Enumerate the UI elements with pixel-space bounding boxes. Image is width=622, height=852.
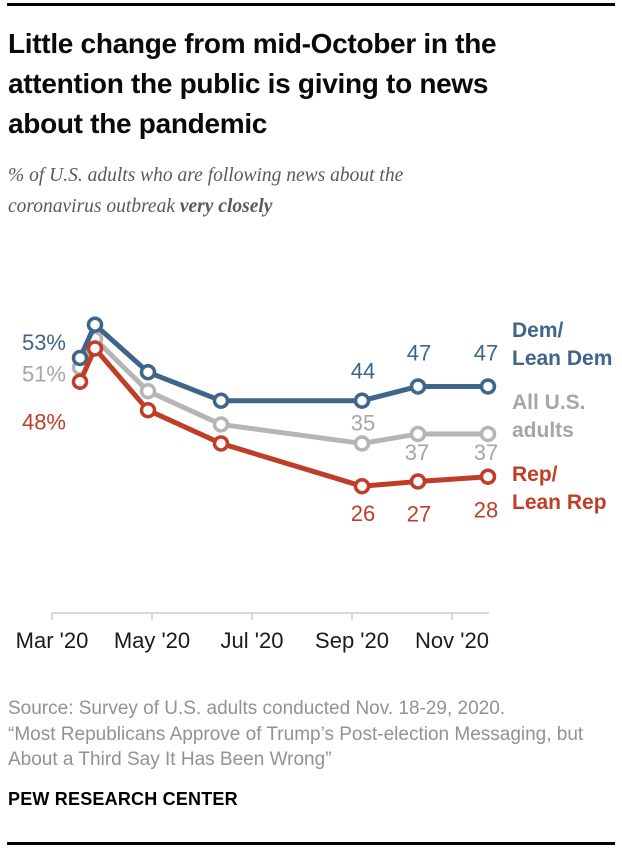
chart-point-dem	[86, 316, 104, 333]
subtitle-line-2: coronavirus outbreak very closely	[8, 191, 614, 222]
chart-point-dem	[212, 392, 230, 409]
chart-point-dem	[353, 392, 371, 409]
value-label-all: 37	[405, 440, 429, 465]
chart-point-all	[409, 425, 427, 443]
chart-point-rep	[479, 468, 497, 485]
subtitle-line-2-bold: very closely	[179, 196, 273, 217]
value-label-rep: 48%	[22, 410, 66, 435]
page-title: Little change from mid-October in the at…	[8, 24, 614, 144]
chart-point-dem	[139, 363, 157, 381]
top-rule	[7, 3, 615, 6]
subtitle-line-2-regular: coronavirus outbreak	[8, 196, 180, 217]
title-line-1: Little change from mid-October in the	[8, 28, 497, 59]
value-label-rep: 27	[407, 501, 431, 526]
chart-subtitle: % of U.S. adults who are following news …	[8, 160, 614, 222]
chart-point-rep	[353, 477, 371, 495]
chart-point-rep	[139, 401, 157, 419]
series-label-rep: Rep/ Lean Rep	[512, 463, 607, 514]
x-tick-label: Jul '20	[221, 628, 284, 653]
value-label-dem: 53%	[22, 330, 66, 355]
x-tick-label: Mar '20	[16, 628, 89, 653]
chart-point-rep	[409, 473, 427, 490]
chart-point-dem	[479, 378, 497, 395]
bottom-rule	[7, 842, 615, 845]
value-label-dem: 44	[351, 359, 375, 384]
series-label-dem: Dem/ Lean Dem	[512, 319, 613, 370]
chart-point-dem	[71, 349, 89, 367]
series-label-all-us-adults: All U.S. adults	[512, 391, 586, 442]
x-tick-label: May '20	[114, 628, 190, 653]
chart-point-rep	[71, 373, 89, 390]
pew-research-center-brand: PEW RESEARCH CENTER	[8, 789, 238, 809]
subtitle-line-1: % of U.S. adults who are following news …	[8, 165, 404, 186]
value-label-rep: 28	[474, 498, 498, 523]
chart-svg: Mar '20 May '20 Jul '20 Sep '20 Nov '20 51% 35…	[16, 316, 498, 653]
chart-point-all	[212, 416, 230, 433]
chart-point-dem	[409, 378, 427, 395]
title-line-3: about the pandemic	[8, 108, 268, 139]
value-label-all: 51%	[22, 361, 66, 386]
chart-point-all	[479, 425, 497, 443]
chart-point-all	[139, 382, 157, 400]
source-line-3: About a Third Say It Has Been Wrong”	[8, 749, 332, 770]
chart-point-rep	[212, 435, 230, 452]
value-label-all: 35	[351, 410, 375, 435]
chart-point-rep	[86, 340, 104, 357]
source-note: Source: Survey of U.S. adults conducted …	[8, 696, 620, 773]
source-line-2: “Most Republicans Approve of Trump’s Pos…	[8, 723, 584, 745]
chart-point-all	[353, 435, 371, 452]
source-line-1: Source: Survey of U.S. adults conducted …	[8, 698, 506, 719]
value-label-all: 37	[474, 440, 498, 465]
value-label-dem: 47	[407, 340, 431, 365]
x-tick-label: Nov '20	[415, 628, 489, 653]
title-line-2: attention the public is giving to news	[8, 68, 489, 99]
line-chart: Mar '20 May '20 Jul '20 Sep '20 Nov '20 51% 35…	[0, 280, 622, 680]
value-label-dem: 47	[474, 340, 498, 365]
x-tick-label: Sep '20	[315, 628, 389, 653]
value-label-rep: 26	[351, 501, 375, 526]
